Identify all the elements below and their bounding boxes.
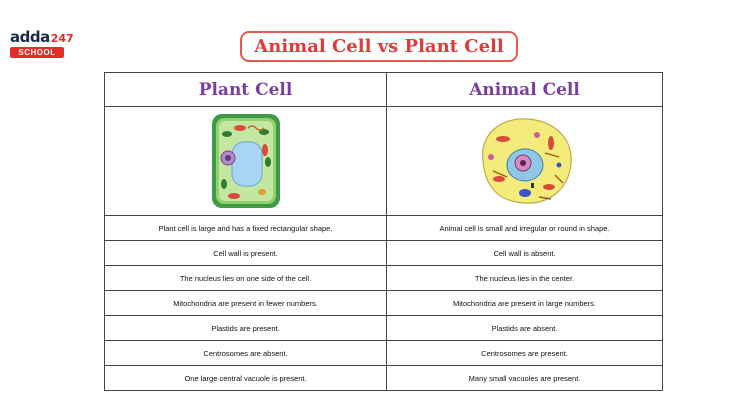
animal-cell-fact: Cell wall is absent.: [386, 240, 663, 266]
plant-cell-fact: One large central vacuole is present.: [103, 365, 388, 391]
animal-cell-fact: Plastids are absent.: [386, 315, 663, 341]
table-row: Cell wall is present. Cell wall is absen…: [103, 240, 663, 266]
table-row: Centrosomes are absent. Centrosomes are …: [103, 340, 663, 366]
plant-cell-image-cell: [103, 106, 388, 216]
header-row: Plant Cell Animal Cell: [103, 72, 663, 107]
animal-cell-fact: Centrosomes are present.: [386, 340, 663, 366]
animal-cell-fact: The nucleus lies in the center.: [386, 265, 663, 291]
animal-cell-fact: Many small vacuoles are present.: [386, 365, 663, 391]
animal-cell-fact: Mitochondria are present in large number…: [386, 290, 663, 316]
plant-cell-header: Plant Cell: [103, 72, 388, 107]
logo-number-text: 247: [50, 32, 74, 45]
adda247-logo: adda 247 SCHOOL: [10, 28, 74, 58]
image-row: [103, 106, 663, 216]
comparison-table: Plant Cell Animal Cell: [103, 72, 663, 391]
plant-cell-fact: Mitochondria are present in fewer number…: [103, 290, 388, 316]
plant-cell-fact: Plant cell is large and has a fixed rect…: [103, 215, 388, 241]
logo-school-tag: SCHOOL: [10, 47, 64, 58]
plant-cell-diagram: [211, 114, 280, 208]
table-row: Mitochondria are present in fewer number…: [103, 290, 663, 316]
logo-brand-text: adda: [10, 28, 50, 46]
page-title: Animal Cell vs Plant Cell: [240, 31, 518, 62]
table-row: Plant cell is large and has a fixed rect…: [103, 215, 663, 241]
animal-cell-image-cell: [386, 106, 663, 216]
table-row: One large central vacuole is present. Ma…: [103, 365, 663, 391]
plant-cell-fact: Cell wall is present.: [103, 240, 388, 266]
plant-cell-fact: Centrosomes are absent.: [103, 340, 388, 366]
animal-cell-header: Animal Cell: [386, 72, 663, 107]
plant-cell-fact: The nucleus lies on one side of the cell…: [103, 265, 388, 291]
animal-cell-diagram: [481, 118, 572, 204]
animal-cell-fact: Animal cell is small and irregular or ro…: [386, 215, 663, 241]
table-row: The nucleus lies on one side of the cell…: [103, 265, 663, 291]
plant-cell-fact: Plastids are present.: [103, 315, 388, 341]
table-row: Plastids are present. Plastids are absen…: [103, 315, 663, 341]
